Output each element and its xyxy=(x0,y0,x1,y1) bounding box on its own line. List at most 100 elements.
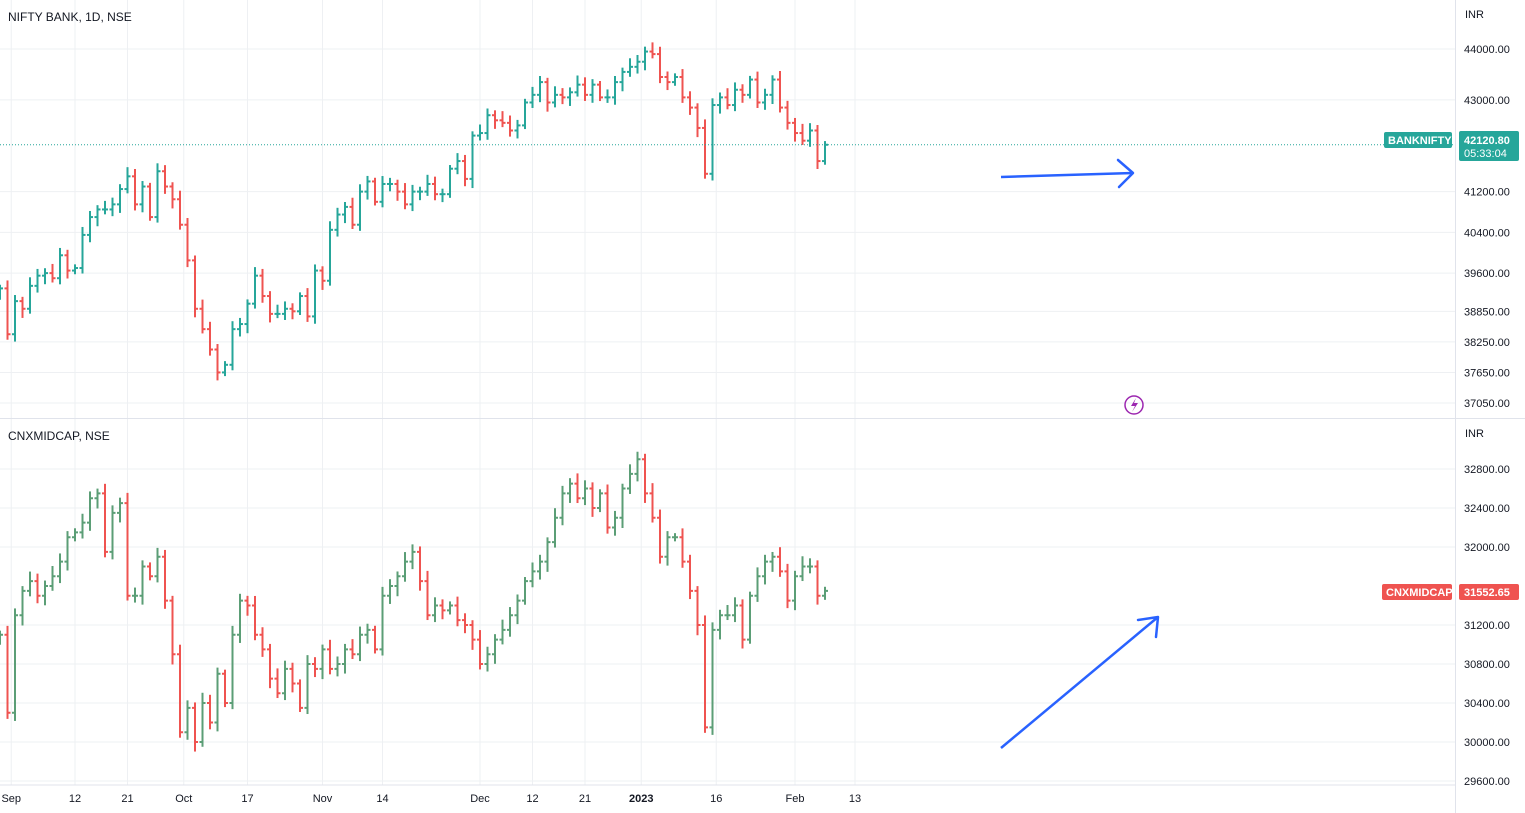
ohlc-bar xyxy=(274,304,281,319)
ohlc-bar xyxy=(304,655,311,715)
price-tick-label: 44000.00 xyxy=(1464,44,1510,56)
annotation-arrow-line xyxy=(1000,171,1134,179)
ohlc-bar xyxy=(177,190,183,230)
ohlc-bar xyxy=(687,91,693,115)
ohlc-bar xyxy=(57,247,63,285)
ohlc-bar xyxy=(612,510,618,536)
ohlc-bar xyxy=(679,528,686,568)
lightning-icon[interactable] xyxy=(1124,395,1144,415)
ohlc-bar xyxy=(154,163,161,223)
ohlc-bar xyxy=(777,547,783,577)
ohlc-bar xyxy=(72,528,78,542)
ohlc-bar xyxy=(297,292,303,315)
ohlc-bar xyxy=(717,92,723,114)
price-tick-label: 29600.00 xyxy=(1464,776,1510,788)
banknifty-bars[interactable] xyxy=(0,42,828,381)
ohlc-bar xyxy=(687,554,693,600)
ohlc-bar xyxy=(124,167,131,194)
ohlc-bar xyxy=(304,288,311,322)
ohlc-bar xyxy=(514,119,521,139)
ohlc-bar xyxy=(724,88,731,110)
ohlc-bar xyxy=(612,75,618,105)
ohlc-bar xyxy=(237,593,243,643)
ohlc-bar xyxy=(282,301,288,320)
ohlc-bar xyxy=(724,605,731,621)
price-tick-label: 40400.00 xyxy=(1464,227,1510,239)
time-tick-label: 14 xyxy=(376,793,388,805)
ohlc-bar xyxy=(402,552,408,582)
ohlc-bar xyxy=(627,58,633,77)
ohlc-bar xyxy=(394,571,401,597)
ohlc-bar xyxy=(42,580,48,606)
ohlc-bar xyxy=(777,71,783,113)
ohlc-bar xyxy=(214,344,221,381)
cnxmidcap-bars[interactable] xyxy=(0,451,828,752)
ohlc-bar xyxy=(27,571,33,597)
price-tick-label: 38250.00 xyxy=(1464,337,1510,349)
ohlc-bar xyxy=(117,184,123,213)
ohlc-bar xyxy=(679,69,686,103)
banknifty-symbol-label: BANKNIFTY xyxy=(1384,132,1452,148)
ohlc-bar xyxy=(814,124,821,170)
ohlc-bar xyxy=(484,646,491,672)
ohlc-bar xyxy=(747,591,753,644)
cnxmidcap-currency: INR xyxy=(1465,428,1484,440)
ohlc-bar xyxy=(4,280,11,340)
ohlc-bar xyxy=(49,263,56,283)
ohlc-bar xyxy=(417,186,423,201)
ohlc-bar xyxy=(117,497,123,523)
ohlc-bar xyxy=(439,599,446,620)
ohlc-bar xyxy=(649,483,656,523)
ohlc-bar xyxy=(154,547,161,583)
ohlc-bar xyxy=(27,277,33,314)
ohlc-bar xyxy=(124,492,131,601)
ohlc-bar xyxy=(162,549,168,609)
ohlc-bar xyxy=(664,71,671,91)
ohlc-bar xyxy=(192,255,198,318)
banknifty-last-price: 42120.80 xyxy=(1464,135,1510,147)
ohlc-bar xyxy=(87,491,93,531)
ohlc-bar xyxy=(327,639,333,675)
ohlc-bar xyxy=(537,75,543,103)
ohlc-bar xyxy=(702,615,708,733)
ohlc-bar xyxy=(34,573,41,604)
cnxmidcap-symbol-label: CNXMIDCAP xyxy=(1382,584,1453,600)
ohlc-bar xyxy=(709,98,716,181)
ohlc-bar xyxy=(424,570,431,621)
ohlc-bar xyxy=(12,608,18,721)
ohlc-bar xyxy=(589,79,596,103)
ohlc-bar xyxy=(469,620,476,650)
ohlc-bar xyxy=(102,483,108,558)
ohlc-bar xyxy=(529,562,536,588)
ohlc-bar xyxy=(34,268,41,293)
ohlc-bar xyxy=(717,609,723,640)
time-axis[interactable]: Sep 12 21 Oct 17 Nov 14 Dec 12 21 2023 16 Feb 13 xyxy=(1,793,861,805)
price-tick-label: 30800.00 xyxy=(1464,659,1510,671)
ohlc-bar xyxy=(334,207,341,237)
banknifty-price-axis[interactable]: 44000.00 43000.00 41200.00 40400.00 39600.00… xyxy=(1464,44,1510,410)
bottom-annotation-arrow[interactable] xyxy=(1000,615,1160,749)
ohlc-bar xyxy=(379,176,386,208)
banknifty-currency: INR xyxy=(1465,9,1484,21)
ohlc-bar xyxy=(454,153,461,175)
ohlc-bar xyxy=(477,124,483,141)
ohlc-bar xyxy=(312,657,318,678)
ohlc-bar xyxy=(252,267,258,309)
ohlc-bar xyxy=(259,268,266,303)
cnxmidcap-symbol-text: CNXMIDCAP xyxy=(1386,587,1453,599)
annotation-arrow-line xyxy=(1000,616,1159,749)
ohlc-bar xyxy=(199,299,206,334)
ohlc-bar xyxy=(357,184,363,231)
banknifty-price-label: 42120.80 05:33:04 xyxy=(1459,131,1519,161)
price-tick-label: 41200.00 xyxy=(1464,187,1510,199)
ohlc-bar xyxy=(439,188,446,203)
ohlc-bar xyxy=(372,177,378,206)
ohlc-bar xyxy=(162,165,168,194)
top-annotation-arrow[interactable] xyxy=(1000,158,1135,189)
ohlc-bar xyxy=(259,627,266,657)
ohlc-bar xyxy=(64,249,71,279)
ohlc-bar xyxy=(432,176,438,201)
price-tick-label: 43000.00 xyxy=(1464,95,1510,107)
cnxmidcap-price-axis[interactable]: 32800.00 32400.00 32000.00 31200.00 30800.00… xyxy=(1464,464,1510,788)
